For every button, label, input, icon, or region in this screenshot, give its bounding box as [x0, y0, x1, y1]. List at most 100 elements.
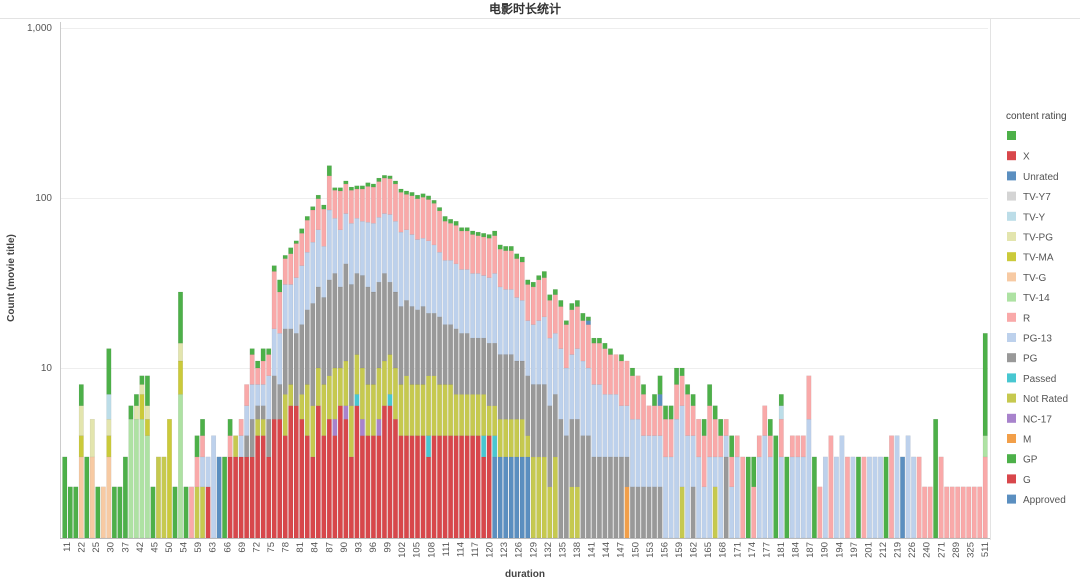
y-axis-label: Count (movie title) — [6, 234, 17, 322]
bar-segment-m — [624, 486, 630, 539]
bar-segment-pg-13 — [332, 218, 338, 274]
bar-segment-r — [370, 186, 376, 224]
bar-segment-pg-13 — [277, 333, 283, 385]
bar-segment-pg-13 — [508, 289, 514, 355]
bar-segment-null — [514, 253, 520, 259]
bar-segment-g — [326, 418, 332, 539]
bar-segment-r — [574, 306, 580, 349]
bar-196 — [878, 456, 883, 539]
bar-108 — [426, 195, 431, 539]
bar-segment-pg — [591, 456, 597, 539]
bar-segment-g — [459, 435, 465, 539]
bar-segment-r — [585, 324, 591, 369]
bar-segment-pg — [536, 384, 542, 458]
x-tick-label: 129 — [528, 542, 539, 558]
bar-segment-r — [563, 324, 569, 369]
bar-segment-null — [106, 348, 112, 395]
bar-segment-null — [690, 394, 696, 406]
bar-segment-pg-13 — [569, 354, 575, 420]
bar-segment-pg-13 — [315, 229, 321, 288]
bar-segment-null — [415, 194, 420, 199]
bar-98 — [370, 183, 376, 539]
bar-50 — [155, 456, 161, 539]
bar-190 — [856, 456, 861, 539]
bar-segment-pg-13 — [778, 456, 784, 539]
bar-segment-not-rated — [387, 354, 393, 395]
bar-segment-pg-13 — [646, 435, 652, 488]
bar-segment-pg — [343, 263, 349, 362]
x-tick-label: 90 — [339, 542, 350, 553]
bar-segment-r — [806, 375, 812, 420]
bar-289 — [960, 486, 966, 539]
bar-143 — [619, 354, 624, 539]
bar-45 — [144, 375, 150, 539]
bar-segment-passed — [354, 394, 360, 406]
bar-138 — [591, 337, 597, 539]
bar-segment-pg — [387, 281, 393, 355]
bar-segment-pg-13 — [365, 222, 371, 288]
x-tick-label: 50 — [164, 542, 175, 553]
bar-segment-pg-13 — [822, 456, 828, 539]
bar-segment-pg-13 — [541, 316, 547, 385]
bar-segment-pg — [552, 394, 558, 458]
bar-segment-tv-g — [78, 456, 84, 539]
x-tick-label: 11 — [62, 542, 73, 552]
bar-segment-pg-13 — [304, 251, 310, 310]
legend-swatch — [1007, 312, 1016, 322]
x-tick-label: 132 — [543, 542, 554, 558]
bar-segment-r — [723, 418, 729, 436]
bar-segment-tv-ma — [78, 435, 84, 458]
bar-26 — [95, 486, 101, 539]
bar-segment-passed — [481, 435, 487, 458]
bar-40 — [122, 456, 128, 539]
bar-segment-g — [293, 405, 299, 539]
bar-segment-null — [525, 279, 531, 285]
x-tick-label: 99 — [383, 542, 394, 553]
bar-segment-g — [359, 435, 365, 539]
bar-segment-null — [376, 177, 382, 182]
bar-segment-r — [607, 354, 613, 395]
bar-segment-pg — [541, 384, 547, 458]
bar-segment-r — [966, 486, 972, 539]
x-tick-label: 135 — [557, 542, 568, 558]
bar-segment-not-rated — [525, 435, 531, 458]
bar-54 — [167, 418, 172, 539]
bar-197 — [883, 456, 889, 539]
bar-segment-pg-13 — [381, 213, 387, 274]
bar-segment-tv-pg — [178, 342, 183, 362]
y-tick-label: 1,000 — [27, 23, 52, 34]
x-tick-label: 181 — [776, 542, 787, 558]
x-tick-label: 162 — [689, 542, 700, 558]
bar-123 — [508, 246, 514, 539]
x-tick-label: 108 — [426, 542, 437, 558]
bar-segment-r — [613, 354, 619, 395]
bar-136 — [580, 313, 586, 539]
bar-segment-null — [260, 348, 266, 362]
bar-segment-g — [470, 435, 476, 539]
bar-11 — [62, 456, 68, 539]
bar-segment-g — [431, 435, 437, 539]
bar-segment-r — [602, 348, 608, 395]
bar-97 — [365, 182, 371, 539]
bar-segment-null — [398, 188, 404, 193]
bar-segment-pg-13 — [503, 289, 509, 355]
bar-segment-pg — [585, 435, 591, 539]
x-tick-label: 102 — [397, 542, 408, 558]
bar-segment-pg — [404, 300, 409, 376]
bar-segment-r — [453, 225, 459, 265]
bar-178 — [806, 375, 812, 539]
bar-segment-null — [442, 216, 448, 222]
bar-segment-r — [762, 405, 768, 436]
bar-segment-g — [442, 435, 448, 539]
bar-segment-r — [503, 250, 509, 290]
bar-segment-r — [508, 250, 514, 290]
bar-88 — [315, 194, 321, 539]
bar-127 — [530, 281, 536, 539]
bar-segment-pg — [459, 333, 465, 395]
legend-swatch — [1007, 333, 1016, 342]
bar-79 — [266, 348, 272, 539]
bar-111 — [442, 216, 448, 539]
bar-segment-not-rated — [315, 367, 321, 406]
bar-segment-pg — [365, 286, 371, 385]
bar-segment-pg — [431, 313, 437, 376]
